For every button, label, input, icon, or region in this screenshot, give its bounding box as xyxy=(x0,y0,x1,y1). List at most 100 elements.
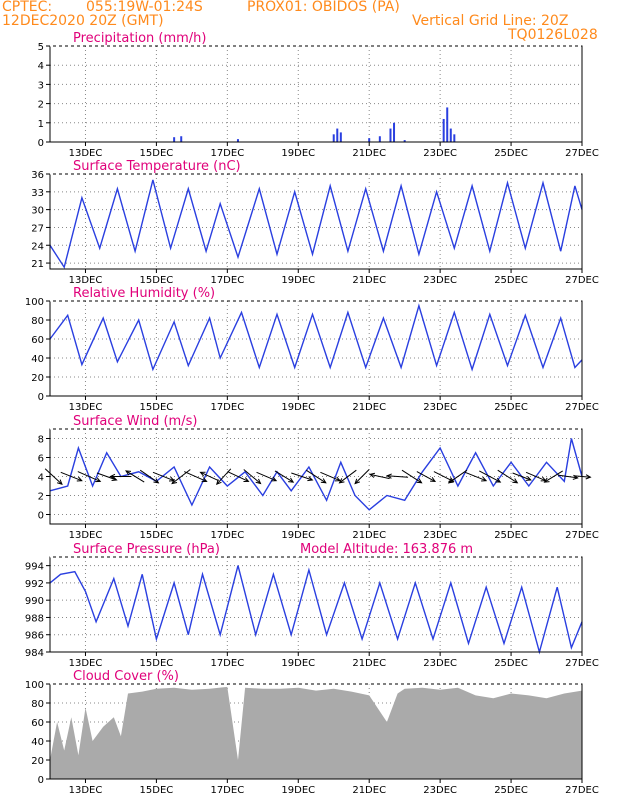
y-tick-label: 3 xyxy=(38,80,44,91)
y-tick-label: 0 xyxy=(38,775,44,786)
y-tick-label: 8 xyxy=(38,435,44,446)
wind-vector xyxy=(171,469,191,485)
panel-6: 0 20 40 60 80 100 13DEC 15DEC 17DEC 19DEC 21DEC 23D… xyxy=(25,669,599,796)
x-tick-label: 23DEC xyxy=(423,148,457,159)
y-tick-label: 60 xyxy=(31,718,44,729)
wind-vector xyxy=(497,469,519,484)
wind-vector xyxy=(125,470,145,483)
coordinates-label: 055:19W-01:24S xyxy=(86,0,203,15)
panel-4: 0 2 4 6 8 13DEC 15DEC 17DEC 19DEC 21DEC 23DEC 25DEC… xyxy=(38,414,599,541)
panel-title: Surface Pressure (hPa) xyxy=(73,542,220,557)
y-tick-label: 0 xyxy=(38,511,44,522)
x-tick-label: 13DEC xyxy=(69,275,103,286)
wind-vector xyxy=(227,471,250,482)
precip-bar xyxy=(339,132,342,142)
wind-vector xyxy=(60,471,83,482)
y-tick-label: 100 xyxy=(25,297,44,308)
x-tick-label: 25DEC xyxy=(494,658,528,669)
y-tick-label: 80 xyxy=(31,316,44,327)
wind-vector xyxy=(256,471,278,482)
wind-vector xyxy=(291,472,314,482)
wind-vector xyxy=(109,473,132,480)
x-tick-label: 27DEC xyxy=(565,658,599,669)
x-tick-label: 19DEC xyxy=(281,402,315,413)
precip-bar xyxy=(449,128,452,142)
x-tick-label: 15DEC xyxy=(140,402,174,413)
precip-bar xyxy=(173,137,176,142)
x-tick-label: 17DEC xyxy=(210,530,244,541)
x-tick-label: 17DEC xyxy=(210,785,244,796)
wind-vector xyxy=(320,471,342,482)
grid-note-label: Vertical Grid Line: 20Z xyxy=(412,13,569,29)
precip-bar xyxy=(453,134,456,142)
wind-vector xyxy=(447,469,468,484)
panel-2: 21 24 27 30 33 36 13DEC 15DEC 17DEC 19DEC 21DEC 23D… xyxy=(31,159,599,286)
panel-3: 0 20 40 60 80 100 13DEC 15DEC 17DEC 19DEC 21DEC 23D… xyxy=(25,286,599,413)
y-tick-label: 984 xyxy=(25,648,44,659)
series-line xyxy=(49,303,583,372)
precip-bar xyxy=(336,128,339,142)
y-tick-label: 4 xyxy=(38,473,44,484)
x-tick-label: 21DEC xyxy=(352,658,386,669)
wind-vector xyxy=(416,471,437,482)
x-tick-label: 23DEC xyxy=(423,658,457,669)
x-tick-label: 13DEC xyxy=(69,402,103,413)
plot-frame xyxy=(49,45,583,143)
x-tick-label: 23DEC xyxy=(423,275,457,286)
source-label: CPTEC: xyxy=(2,0,53,15)
precip-bar xyxy=(332,134,335,142)
x-tick-label: 21DEC xyxy=(352,402,386,413)
panel-title: Precipitation (mm/h) xyxy=(73,31,206,46)
wind-vector xyxy=(338,469,357,484)
y-tick-label: 988 xyxy=(25,613,44,624)
y-tick-label: 60 xyxy=(31,335,44,346)
model-altitude-label: Model Altitude: 163.876 m xyxy=(300,542,473,557)
y-tick-label: 992 xyxy=(25,579,44,590)
x-tick-label: 13DEC xyxy=(69,530,103,541)
precip-bar xyxy=(446,107,449,142)
y-tick-label: 20 xyxy=(31,756,44,767)
y-tick-label: 5 xyxy=(38,42,44,53)
x-tick-label: 23DEC xyxy=(423,785,457,796)
wind-vector xyxy=(274,470,295,483)
x-tick-label: 27DEC xyxy=(565,275,599,286)
y-tick-label: 1 xyxy=(38,119,44,130)
y-tick-label: 36 xyxy=(31,170,44,181)
precip-bar xyxy=(368,138,371,142)
x-tick-label: 23DEC xyxy=(423,402,457,413)
x-tick-label: 23DEC xyxy=(423,530,457,541)
precip-bar xyxy=(403,140,406,142)
cloud-cover-area xyxy=(50,686,582,779)
wind-vector xyxy=(216,468,232,486)
wind-vector xyxy=(199,471,219,482)
panel-title: Surface Temperature (nC) xyxy=(73,159,241,174)
y-tick-label: 6 xyxy=(38,454,44,465)
y-tick-label: 40 xyxy=(31,354,44,365)
wind-vector xyxy=(243,469,262,485)
precip-bar xyxy=(442,118,445,142)
plot-frame xyxy=(49,173,583,270)
precip-bar xyxy=(378,136,381,142)
x-tick-label: 25DEC xyxy=(494,785,528,796)
x-tick-label: 25DEC xyxy=(494,402,528,413)
panel-title: Cloud Cover (%) xyxy=(73,669,179,684)
x-tick-label: 19DEC xyxy=(281,148,315,159)
x-tick-label: 21DEC xyxy=(352,530,386,541)
wind-vector xyxy=(401,469,423,484)
y-tick-label: 0 xyxy=(38,138,44,149)
x-tick-label: 15DEC xyxy=(140,658,174,669)
x-tick-label: 25DEC xyxy=(494,530,528,541)
x-tick-label: 15DEC xyxy=(140,148,174,159)
y-tick-label: 986 xyxy=(25,631,44,642)
y-tick-label: 27 xyxy=(31,223,44,234)
x-tick-label: 15DEC xyxy=(140,530,174,541)
x-tick-label: 21DEC xyxy=(352,275,386,286)
y-tick-label: 30 xyxy=(31,206,44,217)
wind-vector xyxy=(464,471,488,482)
x-tick-label: 19DEC xyxy=(281,658,315,669)
wind-vector xyxy=(305,469,327,484)
panel-1: 0 1 2 3 4 5 13DEC 15DEC 17DEC 19DEC 21DEC 23DEC 25DE… xyxy=(38,31,599,159)
series-line xyxy=(49,565,583,655)
series-line xyxy=(49,179,583,269)
